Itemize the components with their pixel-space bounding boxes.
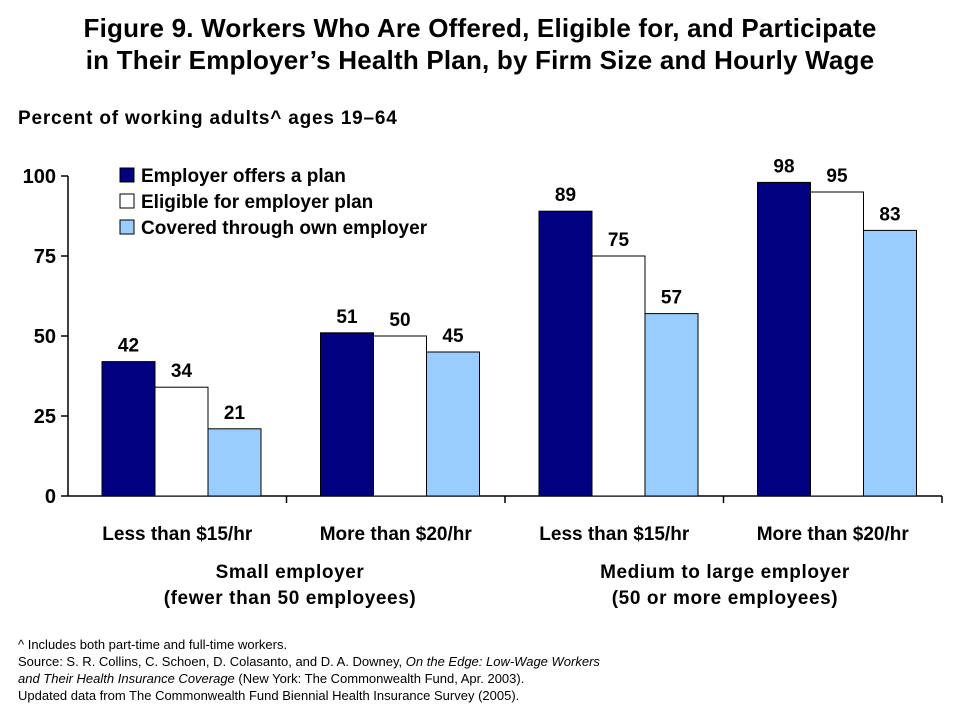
value-label-3-1: 95 [826, 166, 848, 187]
bar-3-1 [810, 191, 864, 497]
source-prefix: Source: S. R. Collins, C. Schoen, D. Col… [18, 654, 406, 669]
chart-subtitle: Percent of working adults^ ages 19–64 [18, 108, 398, 129]
bar-1-2 [426, 351, 480, 497]
category-label-3: More than $20/hr [757, 524, 910, 545]
legend-label-2: Covered through own employer [141, 218, 428, 239]
source-title-b: and Their Health Insurance Coverage [18, 671, 235, 686]
value-label-2-1: 75 [608, 230, 630, 251]
legend-swatch-0 [119, 167, 135, 183]
footnote-source-line-2: and Their Health Insurance Coverage (New… [18, 670, 600, 687]
category-label-0: Less than $15/hr [102, 524, 253, 545]
footnote-includes: ^ Includes both part-time and full-time … [18, 637, 288, 652]
title-line-1: Figure 9. Workers Who Are Offered, Eligi… [83, 13, 877, 43]
bar-chart: 0 25 50 75 100 42 34 21 Less than $15/hr 51 50 45 Mo… [23, 156, 943, 545]
group-label-small-line-1: Small employer [215, 562, 365, 583]
value-label-1-2: 45 [442, 326, 464, 347]
source-suffix: (New York: The Commonwealth Fund, Apr. 2… [234, 671, 525, 686]
y-tick-label-4: 100 [23, 166, 56, 188]
footnotes: ^ Includes both part-time and full-time … [18, 636, 600, 704]
value-label-0-2: 21 [224, 403, 246, 424]
value-label-2-2: 57 [661, 288, 682, 309]
source-title-a: On the Edge: Low-Wage Workers [405, 654, 600, 669]
footnote-update: Updated data from The Commonwealth Fund … [18, 688, 520, 703]
bar-0-0 [101, 361, 156, 497]
bar-2-1 [591, 255, 646, 497]
bar-1-1 [373, 335, 427, 497]
group-label-small-line-2: (fewer than 50 employees) [163, 588, 417, 609]
group-label-small-employer: Small employer (fewer than 50 employees) [110, 560, 470, 612]
category-label-1: More than $20/hr [320, 524, 473, 545]
legend-swatch-1 [119, 193, 135, 209]
y-tick-label-2: 50 [34, 326, 56, 348]
bar-3-0 [757, 181, 811, 497]
y-tick-label-0: 0 [45, 486, 56, 508]
value-label-2-0: 89 [555, 185, 576, 206]
chart-title: Figure 9. Workers Who Are Offered, Eligi… [0, 12, 960, 76]
bar-0-2 [207, 428, 262, 497]
category-label-2: Less than $15/hr [539, 524, 690, 545]
title-line-2: in Their Employer’s Health Plan, by Firm… [85, 45, 875, 75]
value-label-0-0: 42 [118, 336, 139, 357]
bar-0-1 [154, 386, 209, 497]
value-label-3-0: 98 [773, 156, 794, 177]
value-label-1-1: 50 [389, 310, 410, 331]
bar-2-2 [644, 313, 699, 497]
bar-1-0 [320, 332, 374, 497]
group-label-large-line-2: (50 or more employees) [611, 588, 839, 609]
value-label-1-0: 51 [336, 307, 358, 328]
bar-3-2 [863, 229, 917, 497]
legend-swatch-2 [119, 219, 135, 235]
group-label-large-employer: Medium to large employer (50 or more emp… [525, 560, 925, 612]
y-tick-label-3: 75 [34, 246, 56, 268]
group-label-large-line-1: Medium to large employer [600, 562, 850, 583]
legend-label-0: Employer offers a plan [141, 166, 346, 187]
legend-label-1: Eligible for employer plan [141, 192, 373, 213]
bar-2-0 [538, 210, 593, 497]
footnote-source-line-1: Source: S. R. Collins, C. Schoen, D. Col… [18, 653, 600, 670]
value-label-3-2: 83 [879, 204, 900, 225]
y-tick-label-1: 25 [34, 406, 56, 428]
value-label-0-1: 34 [171, 361, 193, 382]
